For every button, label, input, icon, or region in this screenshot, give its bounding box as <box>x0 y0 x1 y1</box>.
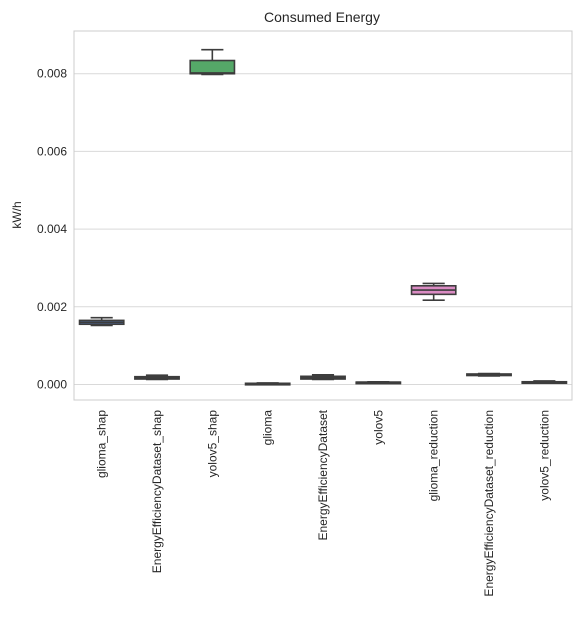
x-tick-label: glioma_shap <box>95 410 109 478</box>
box-yolov5_reduction <box>521 380 568 385</box>
box-body <box>189 59 236 75</box>
box-EnergyEfficiencyDataset_shap <box>134 374 180 381</box>
y-tick-labels: 0.000 0.002 0.004 0.006 0.008 <box>37 67 67 392</box>
x-tick-label: glioma <box>261 410 275 446</box>
x-tick-label: EnergyEfficiencyDataset_shap <box>150 410 164 574</box>
x-tick-label: EnergyEfficiencyDataset <box>316 409 330 540</box>
box-yolov5_shap <box>189 48 236 76</box>
box-EnergyEfficiencyDataset <box>300 373 346 381</box>
plot-frame <box>73 30 573 401</box>
box-yolov5 <box>355 380 402 385</box>
boxes <box>78 48 568 386</box>
y-axis-label: kW/h <box>10 201 24 228</box>
box-glioma <box>244 382 291 386</box>
x-tick-labels: glioma_shap EnergyEfficiencyDataset_shap y… <box>95 409 552 596</box>
x-tick-label: yolov5 <box>371 410 385 445</box>
box-glioma_reduction <box>410 282 457 301</box>
x-tick-label: glioma_reduction <box>427 410 441 501</box>
y-tick-label: 0.000 <box>37 377 67 391</box>
grid-lines <box>74 73 572 385</box>
x-tick-label: yolov5_reduction <box>537 410 551 501</box>
x-tick-label: EnergyEfficiencyDataset_reduction <box>482 410 496 597</box>
y-tick-label: 0.006 <box>37 144 67 158</box>
chart-title: Consumed Energy <box>264 9 380 25</box>
box-glioma_shap <box>78 316 125 327</box>
y-tick-label: 0.002 <box>37 300 67 314</box>
box-EnergyEfficiencyDataset_reduction <box>466 372 512 377</box>
x-tick-label: yolov5_shap <box>205 410 219 478</box>
y-tick-label: 0.008 <box>37 67 67 81</box>
y-tick-label: 0.004 <box>37 222 67 236</box>
